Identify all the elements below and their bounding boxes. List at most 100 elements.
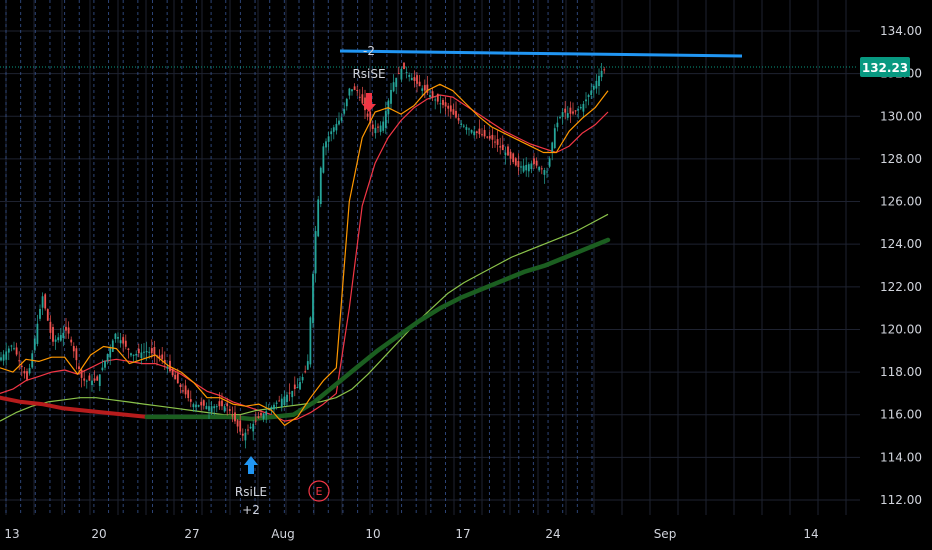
time-tick-label: 13 [4,527,19,541]
long-signal-arrow-icon [244,456,258,474]
candle-body [195,404,197,408]
candle-body [400,68,403,80]
price-tick-label: 122.00 [880,280,922,294]
candle-body [364,97,366,111]
candle-body [470,130,473,133]
candle-body [153,347,156,355]
candle-body [301,377,304,381]
candle-body [338,120,340,125]
candle-body [603,69,606,71]
candle-body [57,337,60,341]
candle-body [527,164,530,172]
candle-body [561,112,564,117]
time-tick-label: 27 [184,527,199,541]
candle-body [252,423,255,432]
candle-body [473,131,476,136]
price-tick-label: 116.00 [880,408,922,422]
event-marker[interactable] [308,480,330,502]
candle-body [361,94,364,104]
candle-body [65,326,67,331]
candle-body [26,371,28,380]
candle-body [553,128,556,148]
candle-body [530,163,533,170]
candle-body [106,354,109,361]
candle-body [5,351,8,360]
candle-body [442,99,444,105]
candle-body [184,385,187,395]
candle-body [130,353,132,356]
sma-100-path [0,213,609,422]
candle-body [13,348,15,350]
candle-body [197,404,200,407]
candle-body [52,327,54,342]
candle-body [452,109,455,115]
candle-body [460,123,463,125]
candle-body [572,111,574,114]
time-tick-label: 24 [545,527,560,541]
candle-body [384,111,387,128]
candle-body [345,98,348,107]
candle-body [496,139,499,145]
candle-body [429,95,431,97]
candle-body [98,374,101,386]
candle-body [403,62,405,70]
candle-body [509,151,512,159]
candle-body [278,400,281,402]
long-signal-label: RsiLE [235,485,267,499]
candle-body [75,348,78,361]
candle-body [418,81,421,87]
candle-body [109,347,112,358]
candle-body [234,412,236,422]
time-tick-label: 14 [803,527,818,541]
candle-body [231,415,234,417]
candle-body [413,77,416,81]
candle-body [486,136,489,138]
candle-body [249,426,252,429]
candle-body [28,368,31,374]
candle-body [447,105,450,109]
candle-body [543,169,546,175]
candle-body [288,392,291,394]
candle-body [59,335,62,341]
candle-body [2,354,5,361]
slow-ma-path [0,94,609,422]
time-tick-label: Aug [271,527,294,541]
candle-body [23,371,26,374]
time-tick-label: 10 [365,527,380,541]
candle-body [236,420,239,427]
candle-body [91,380,93,386]
candle-body [39,308,41,319]
candle-body [348,88,351,96]
time-tick-label: 17 [455,527,470,541]
candle-body [358,96,361,98]
candle-body [579,106,582,109]
candle-body [67,327,70,334]
candle-body [117,336,119,339]
fast-ma-path [0,83,609,426]
candle-body [481,134,483,136]
candle-body [135,353,138,356]
resistance-trendline[interactable] [339,49,743,58]
last-price-tag [860,57,910,77]
candle-body [546,171,548,173]
candle-body [582,103,585,112]
time-axis[interactable]: 13 20 27 Aug 10 17 24 Sep 14 [4,527,818,541]
candle-body [332,127,335,132]
candle-body [262,413,265,419]
candle-body [127,348,130,351]
candle-body [439,103,442,105]
candle-body [494,141,496,143]
candle-body [187,390,190,399]
candle-body [478,128,481,135]
candle-body [88,375,91,381]
candle-body [421,88,424,91]
candle-body [213,406,216,409]
candle-body [585,99,587,102]
candle-body [171,368,174,376]
candle-body [260,413,262,416]
candle-body [566,113,569,118]
candle-body [465,127,468,130]
candle-body [434,99,437,101]
candle-body [314,231,317,274]
